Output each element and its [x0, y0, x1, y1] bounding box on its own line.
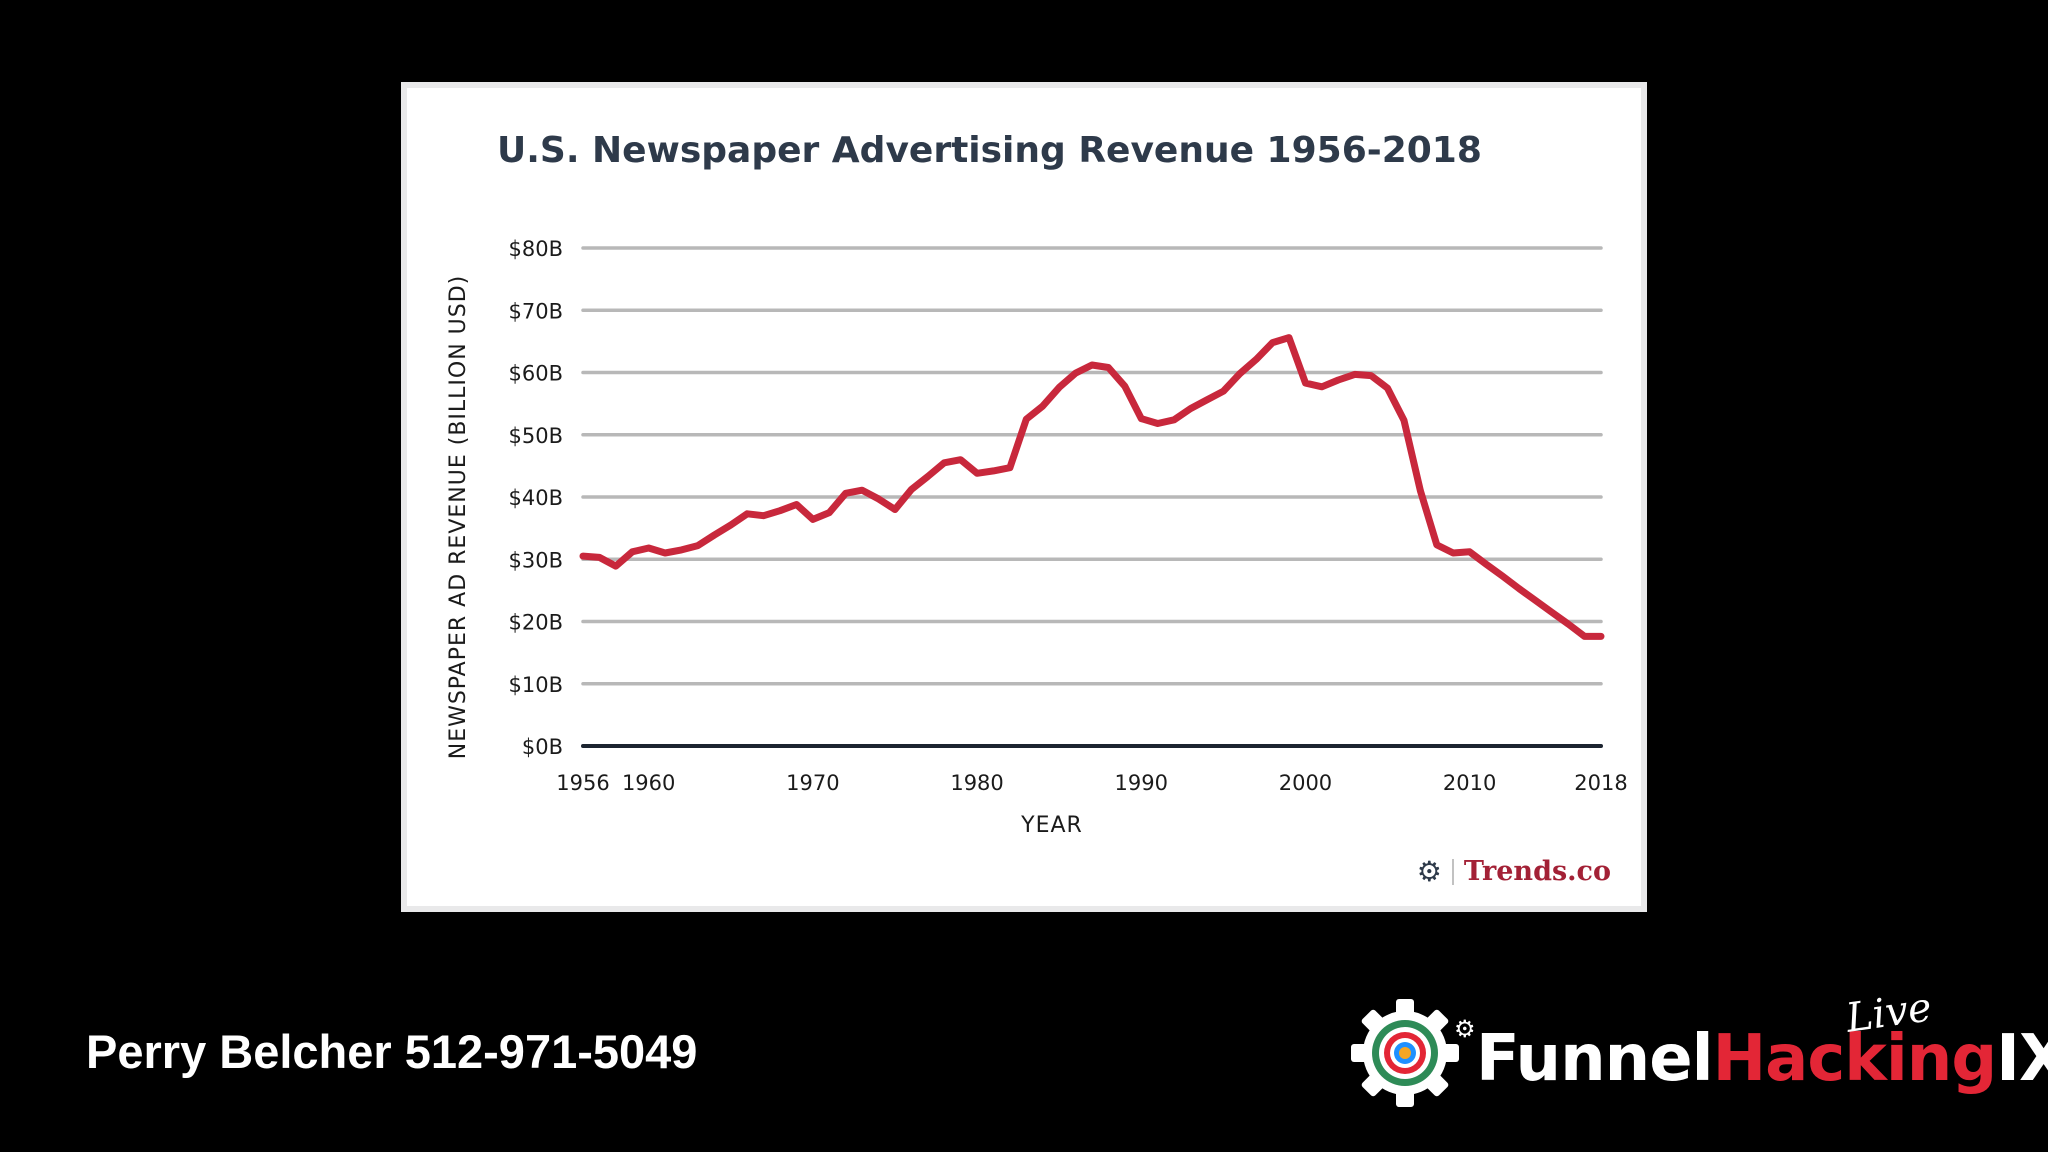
line-chart: $0B $10B $20B $30B $40B $50B $60B $70B $80B 1956…	[446, 237, 1628, 838]
wordmark-hacking: Hacking	[1712, 1022, 1998, 1096]
brand-divider	[1451, 858, 1454, 885]
x-tick-label: 1970	[786, 771, 839, 795]
presenter-caption: Perry Belcher 512-971-5049	[86, 1025, 698, 1078]
x-axis-ticks: 1956 1960 1970 1980 1990 2000 2010 2018	[556, 771, 1627, 795]
y-tick-label: $20B	[509, 611, 564, 635]
chart-title: U.S. Newspaper Advertising Revenue 1956-…	[497, 130, 1482, 171]
x-tick-label: 1960	[622, 771, 675, 795]
x-tick-label: 2010	[1443, 771, 1496, 795]
slide: U.S. Newspaper Advertising Revenue 1956-…	[401, 82, 1647, 912]
y-tick-label: $10B	[509, 673, 564, 697]
y-tick-label: $60B	[509, 362, 564, 386]
x-tick-label: 2018	[1574, 771, 1627, 795]
y-axis-label: NEWSPAPER AD REVENUE (BILLION USD)	[446, 275, 471, 760]
x-tick-label: 1980	[950, 771, 1003, 795]
y-tick-label: $80B	[509, 237, 564, 261]
source-brand: ⚙ Trends.co	[1417, 855, 1611, 888]
x-tick-label: 1956	[556, 771, 609, 795]
y-tick-label: $70B	[509, 299, 564, 323]
grid-lines	[581, 246, 1603, 748]
x-tick-label: 2000	[1279, 771, 1332, 795]
y-axis-ticks: $0B $10B $20B $30B $40B $50B $60B $70B $80B	[509, 237, 564, 759]
brand-name: Trends.co	[1463, 856, 1611, 887]
small-gear-icon: ⚙	[1454, 1016, 1476, 1043]
series-layer	[579, 334, 1605, 640]
chart-card: U.S. Newspaper Advertising Revenue 1956-…	[407, 88, 1641, 906]
x-tick-label: 1990	[1115, 771, 1168, 795]
wordmark-ix: IX	[1996, 1022, 2048, 1096]
y-tick-label: $30B	[509, 548, 564, 572]
event-logo: ⚙ FunnelHackingIX Live	[1346, 984, 2048, 1120]
y-tick-label: $40B	[509, 486, 564, 510]
wordmark-funnel: Funnel	[1476, 1022, 1714, 1096]
gear-target-icon	[1351, 999, 1459, 1107]
event-wordmark: FunnelHackingIX	[1476, 1022, 2048, 1096]
series-line	[579, 334, 1605, 640]
y-tick-label: $50B	[509, 424, 564, 448]
x-axis-label: YEAR	[1020, 813, 1083, 838]
hubspot-sprocket-icon: ⚙	[1416, 855, 1442, 888]
y-tick-label: $0B	[522, 735, 563, 759]
